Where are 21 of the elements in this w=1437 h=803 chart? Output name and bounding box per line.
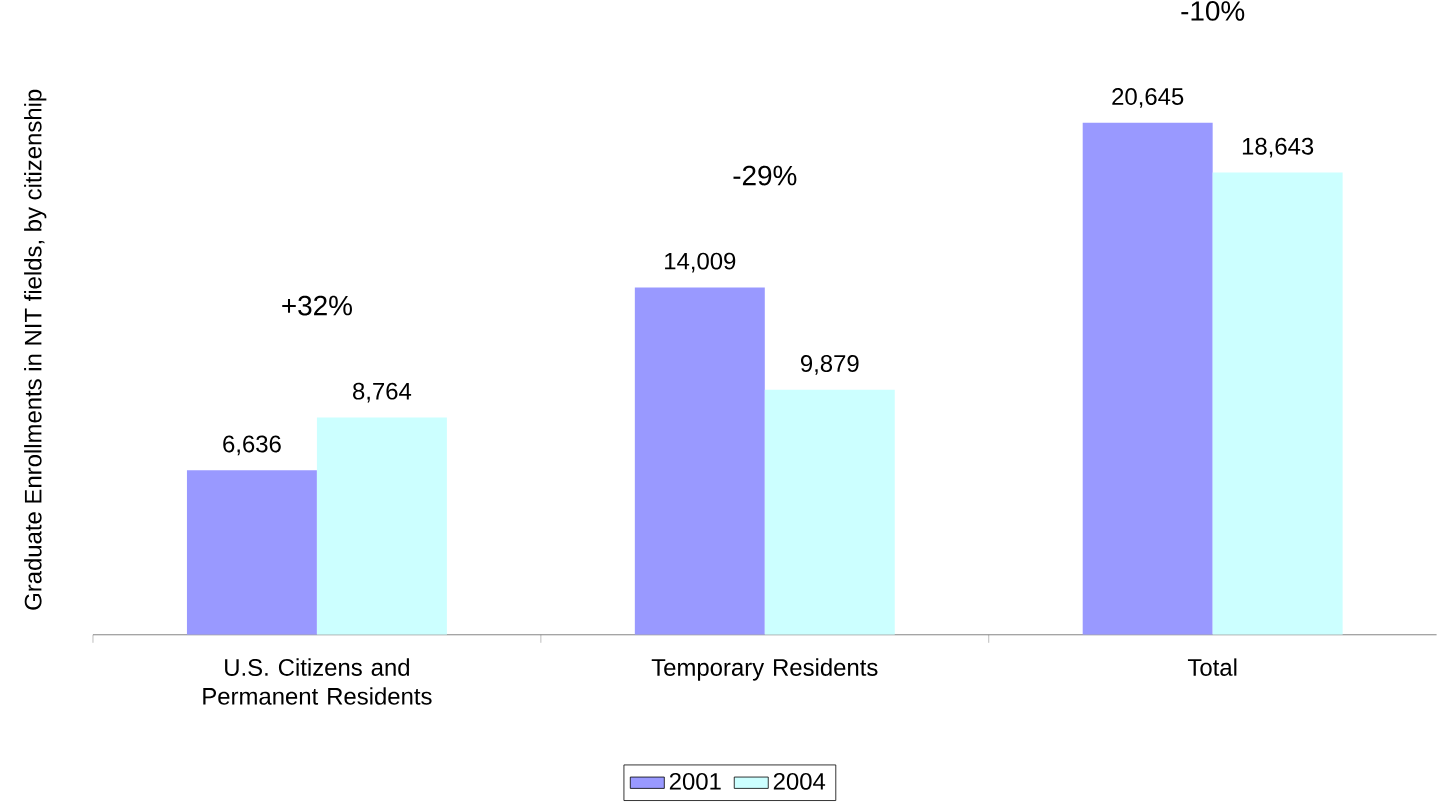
x-tick-label: Total xyxy=(1187,658,1237,676)
annotation: +32% xyxy=(282,295,352,316)
data-label: 18,643 xyxy=(1242,137,1314,158)
x-tick-label: U.S. Citizens and Permanent Residents xyxy=(203,658,432,705)
bar xyxy=(634,287,765,635)
data-label: 8,764 xyxy=(353,382,412,403)
data-label: 9,879 xyxy=(800,355,859,375)
bar xyxy=(316,417,447,635)
legend-label: 2004 xyxy=(773,773,826,790)
y-axis-title: Graduate Enrollments in NIT fields, by citizenship xyxy=(24,89,47,610)
data-label: 20,645 xyxy=(1112,88,1184,108)
text: -10% xyxy=(1181,1,1245,21)
legend-label: 2001 xyxy=(669,773,721,790)
data-label: 14,009 xyxy=(665,252,736,273)
bar xyxy=(1212,172,1343,635)
x-tick-label: Temporary Residents xyxy=(651,658,878,681)
bar xyxy=(1082,122,1213,635)
bar xyxy=(186,470,317,635)
bar xyxy=(764,389,895,635)
annotation: -29% xyxy=(733,165,797,186)
data-label: 6,636 xyxy=(223,435,281,456)
